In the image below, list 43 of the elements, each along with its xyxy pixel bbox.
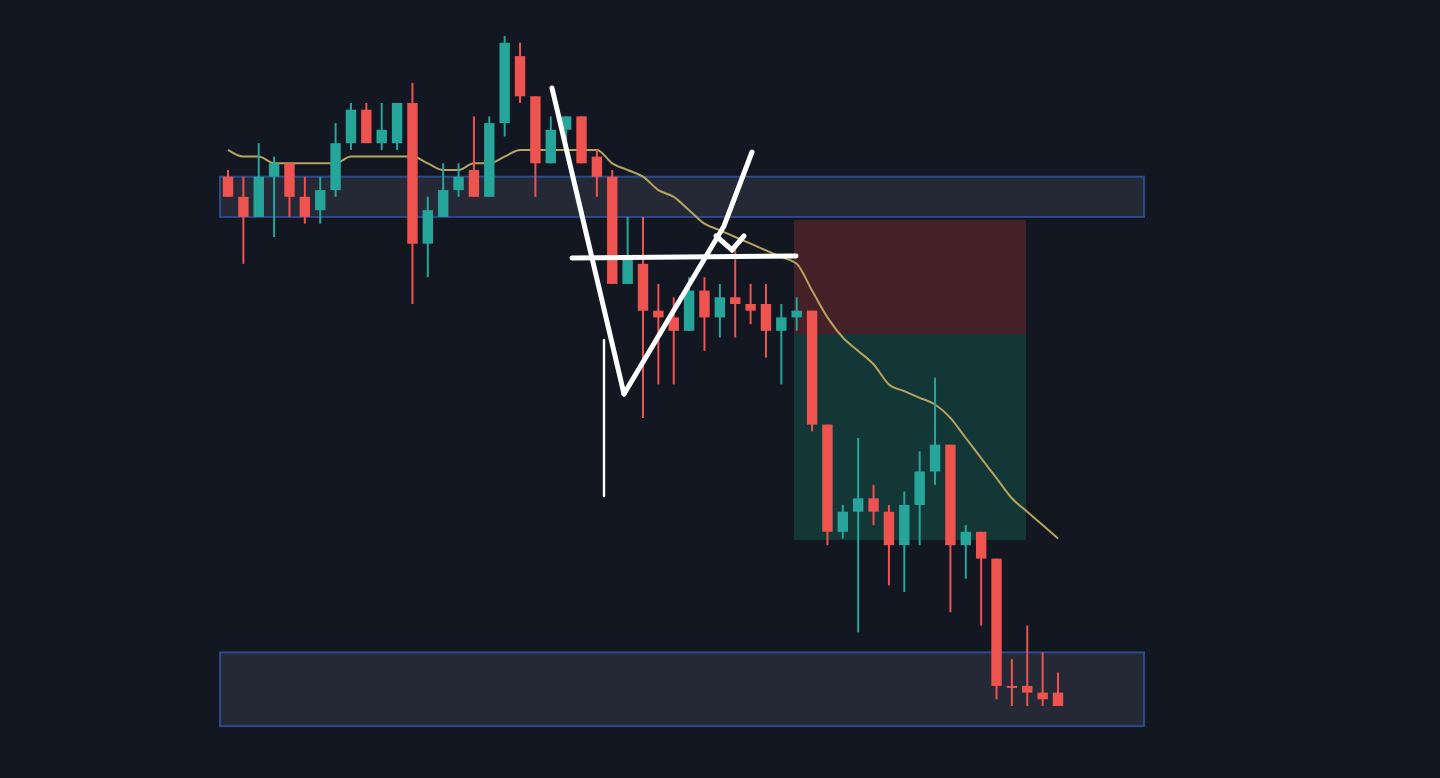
- candlestick: [868, 483, 879, 527]
- candlestick: [437, 162, 449, 218]
- candlestick: [975, 530, 987, 627]
- candlestick: [914, 450, 925, 547]
- candlestick: [284, 162, 295, 218]
- candlestick: [852, 437, 864, 634]
- candlestick: [315, 175, 326, 225]
- candlestick: [637, 215, 649, 419]
- candlestick: [683, 276, 695, 332]
- candlestick: [299, 175, 311, 225]
- candlestick: [391, 102, 403, 151]
- candlestick: [714, 282, 726, 339]
- candlestick: [1052, 671, 1064, 707]
- candlestick: [453, 162, 464, 198]
- candlestick: [760, 282, 772, 359]
- candlestick: [591, 148, 603, 198]
- candlestick: [899, 490, 910, 594]
- candlestick: [330, 122, 341, 198]
- candlestick: [1022, 624, 1033, 707]
- candlestick: [576, 115, 587, 165]
- candlestick: [376, 102, 387, 151]
- candlestick: [361, 102, 372, 145]
- candlestick: [345, 102, 357, 151]
- candlestick: [514, 41, 526, 104]
- candlestick: [422, 195, 434, 279]
- candlestick: [622, 215, 633, 285]
- candlestick: [776, 303, 787, 386]
- candlestick: [1037, 651, 1048, 707]
- candlestick: [653, 282, 664, 386]
- candlestick: [668, 296, 679, 386]
- candlestick: [837, 504, 849, 540]
- candlestick: [268, 155, 280, 238]
- candlestick: [883, 504, 895, 587]
- candlestick: [960, 524, 971, 580]
- candlestick: [545, 115, 556, 165]
- candlestick: [468, 115, 480, 198]
- candlestick: [222, 169, 234, 198]
- candlestick: [699, 276, 710, 352]
- candlestick: [745, 282, 756, 326]
- candlestick: [1006, 658, 1018, 707]
- candlestick: [253, 142, 264, 218]
- candlestick: [238, 175, 249, 265]
- candlestick: [929, 376, 941, 486]
